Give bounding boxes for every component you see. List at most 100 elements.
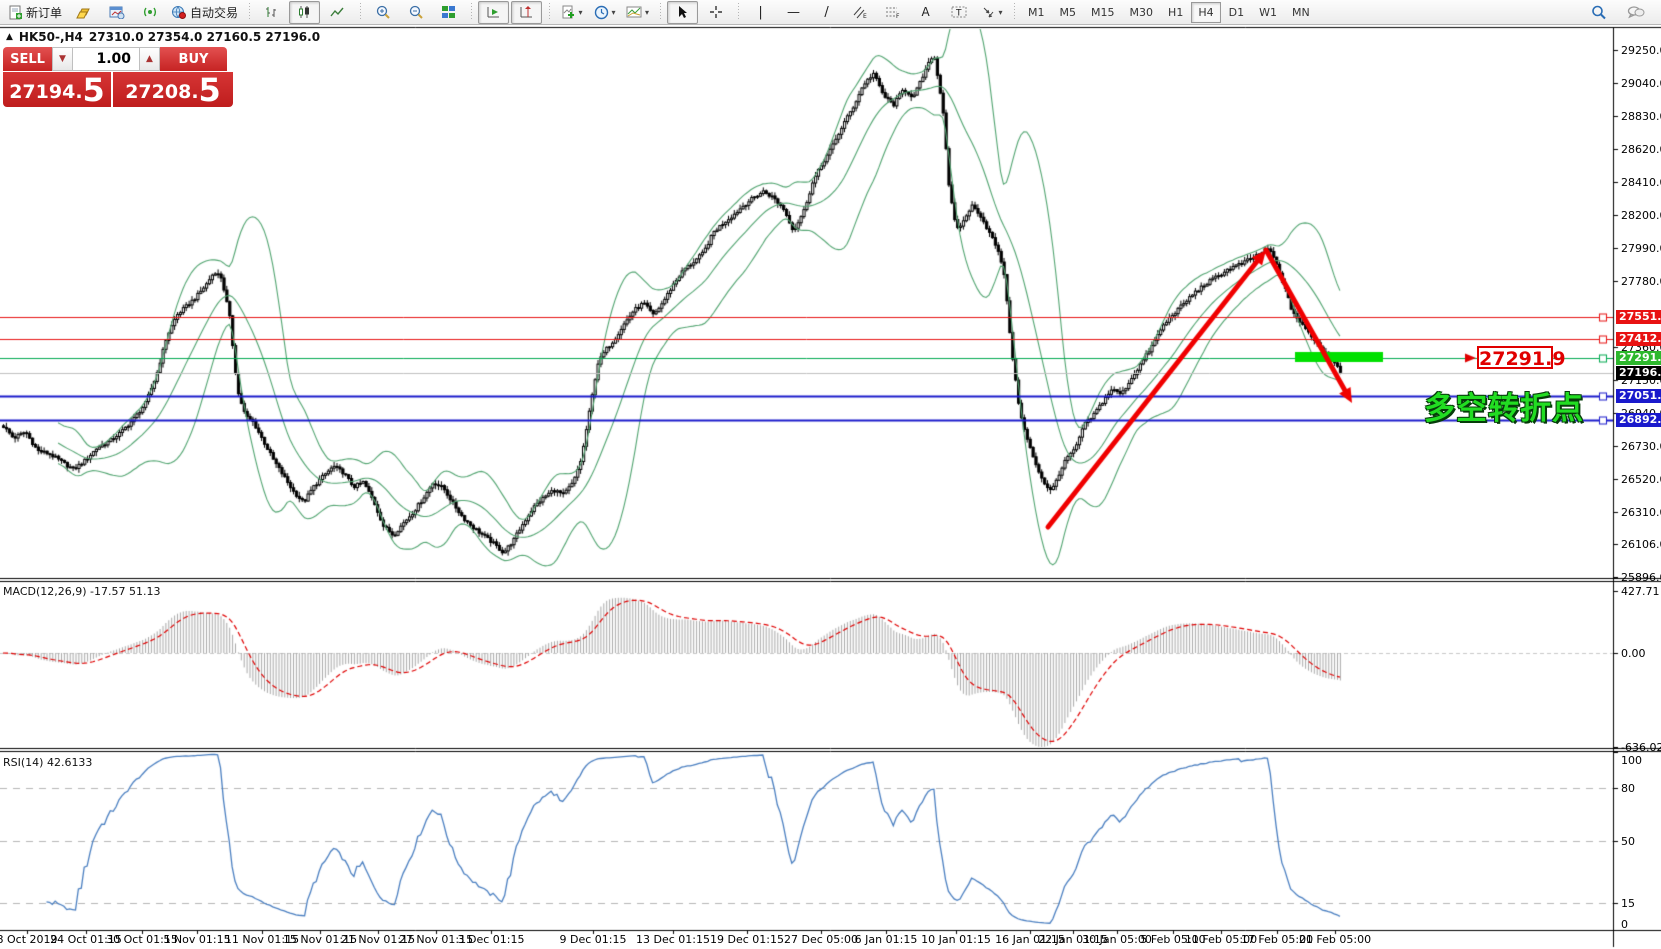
time-tick-label: 30 Oct 01:15: [106, 933, 178, 946]
price-tick-label: 25896.0: [1621, 571, 1661, 584]
rsi-label: RSI(14) 42.6133: [3, 756, 93, 769]
price-tick-label: 28200.0: [1621, 208, 1661, 222]
zoom-in-button[interactable]: [367, 1, 398, 24]
buy-button[interactable]: BUY: [160, 47, 227, 71]
buy-price-display[interactable]: 27208. 5: [113, 72, 233, 107]
bar-chart-mode-button[interactable]: [256, 1, 287, 24]
sell-price-main: 27194: [9, 81, 76, 103]
price-callout-label[interactable]: 27291.9: [1477, 346, 1566, 370]
timeframe-m5-button[interactable]: M5: [1059, 5, 1077, 19]
candlestick-mode-button[interactable]: [289, 0, 321, 24]
timeframe-d1-button[interactable]: D1: [1228, 5, 1245, 19]
tile-windows-button[interactable]: [433, 1, 464, 24]
time-tick-label: 24 Oct 01:15: [50, 933, 122, 946]
auto-scroll-button[interactable]: [478, 0, 510, 24]
price-tick-label: 29040.0: [1621, 76, 1661, 90]
price-tick-label: 27990.0: [1621, 241, 1661, 255]
timeframe-m1-button[interactable]: M1: [1028, 5, 1045, 19]
time-tick-label: 13 Dec 01:15: [636, 933, 710, 946]
dropdown-caret-icon: ▾: [645, 7, 650, 17]
timeframe-m30-button[interactable]: M30: [1129, 5, 1154, 19]
auto-scroll-icon: [487, 7, 500, 18]
timeframe-w1-button[interactable]: W1: [1259, 5, 1277, 19]
spinner-up-icon: ▲: [146, 54, 153, 64]
chart-title: ▲ HK50-,H4 27310.0 27354.0 27160.5 27196…: [6, 30, 320, 44]
toolbar-separator: [247, 3, 252, 21]
arrows-icon: [983, 7, 993, 18]
horizontal-line-tool-button[interactable]: —: [778, 1, 809, 24]
toolbar-separator: [469, 3, 474, 21]
trendline-tool-button[interactable]: /: [811, 1, 842, 24]
crosshair-icon: [709, 6, 722, 18]
gold-bar-icon: [75, 8, 90, 19]
signal-button[interactable]: [134, 1, 165, 24]
timeframe-group: M1 M5 M15 M30 H1 H4 D1 W1 MN: [1021, 1, 1317, 23]
line-chart-mode-button[interactable]: [322, 1, 353, 24]
text-label-icon: T: [951, 6, 967, 19]
svg-text:E: E: [863, 13, 867, 19]
arrows-tool-button[interactable]: ▾: [976, 1, 1007, 24]
timeframe-m15-button[interactable]: M15: [1091, 5, 1115, 19]
periods-button[interactable]: ▾: [589, 1, 620, 24]
rsi-tick-label: 100: [1621, 754, 1642, 767]
horizontal-line-icon: —: [787, 4, 801, 20]
price-badge: 27551.9: [1616, 309, 1661, 324]
new-order-icon: [9, 5, 22, 19]
dropdown-caret-icon: ▾: [611, 7, 616, 17]
vertical-line-icon: |: [758, 4, 763, 20]
price-badge: 27051.0: [1616, 388, 1661, 403]
fibonacci-tool-button[interactable]: F: [877, 1, 908, 24]
rsi-tick-label: 0: [1621, 918, 1628, 931]
text-label-tool-button[interactable]: T: [943, 1, 974, 24]
auto-trading-button[interactable]: 自动交易: [167, 1, 242, 24]
rsi-tick-label: 50: [1621, 835, 1635, 848]
vertical-line-tool-button[interactable]: |: [745, 1, 776, 24]
time-tick-label: 19 Dec 01:15: [710, 933, 784, 946]
sell-button[interactable]: SELL: [3, 47, 52, 71]
toolbar-separator: [547, 3, 552, 21]
chart-window-icon: [109, 6, 125, 19]
sell-price-display[interactable]: 27194. 5: [3, 72, 111, 107]
symbol-marker-icon: ▲: [6, 32, 13, 42]
templates-button[interactable]: ▾: [622, 1, 653, 24]
template-icon: [626, 6, 642, 18]
price-badge: 27196.0: [1616, 365, 1661, 380]
market-watch-button[interactable]: [68, 1, 99, 24]
new-order-button[interactable]: 新订单: [4, 1, 66, 24]
cursor-tool-button[interactable]: [667, 0, 699, 24]
turning-point-text[interactable]: 多空转折点: [1424, 391, 1584, 427]
timeframe-mn-button[interactable]: MN: [1291, 5, 1310, 19]
text-tool-button[interactable]: A: [910, 1, 941, 24]
timeframe-h1-button[interactable]: H1: [1168, 5, 1184, 19]
toolbar-separator: [736, 3, 741, 21]
candlestick-icon: [299, 6, 310, 18]
volume-input[interactable]: 1.00: [73, 47, 139, 71]
price-tick-label: 26730.0: [1621, 439, 1661, 453]
line-chart-icon: [330, 7, 344, 17]
chat-button[interactable]: [1620, 1, 1651, 24]
price-tick-label: 27780.0: [1621, 274, 1661, 288]
add-indicator-icon: [562, 5, 574, 19]
chart-shift-button[interactable]: [511, 0, 543, 24]
equidistant-channel-tool-button[interactable]: E: [844, 1, 875, 24]
crosshair-tool-button[interactable]: [700, 1, 731, 24]
timeframe-h4-button[interactable]: H4: [1191, 1, 1221, 23]
new-chart-button[interactable]: [101, 1, 132, 24]
buy-price-frac: 5: [198, 71, 221, 109]
svg-text:T: T: [955, 9, 962, 19]
indicators-button[interactable]: ▾: [556, 1, 587, 24]
toolbar-separator: [1012, 3, 1017, 21]
time-tick-label: 30 Jan 05:00: [1082, 933, 1152, 946]
toolbar-right-group: [1583, 1, 1657, 24]
price-tick-label: 26106.0: [1621, 538, 1661, 551]
volume-increase-button[interactable]: ▲: [139, 47, 160, 71]
search-button[interactable]: [1583, 1, 1614, 24]
time-tick-label: 21 Feb 05:00: [1298, 933, 1372, 946]
volume-decrease-button[interactable]: ▼: [52, 47, 73, 71]
trendline-icon: /: [824, 4, 829, 20]
new-order-label: 新订单: [26, 5, 63, 20]
zoom-out-button[interactable]: [400, 1, 431, 24]
sell-price-dot: .: [75, 81, 83, 103]
